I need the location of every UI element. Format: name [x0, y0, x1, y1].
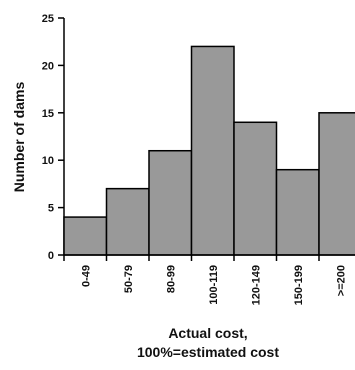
bar: [275, 168, 320, 256]
x-tick-label: 120-149: [250, 265, 262, 305]
bar: [318, 112, 355, 256]
bar: [233, 121, 278, 256]
bar: [105, 187, 150, 256]
y-tick-label: 5: [48, 203, 54, 215]
x-tick-label: 100-119: [208, 265, 220, 305]
bar: [63, 216, 108, 256]
x-tick-label: 50-79: [123, 265, 135, 293]
y-axis: 0 5 10 15 20 25: [42, 13, 65, 262]
y-axis-title: Number of dams: [11, 82, 27, 193]
x-tick-label: 80-99: [165, 265, 177, 293]
y-tick-label: 15: [42, 108, 54, 120]
x-axis: 0-49 50-79 80-99 100-119 120-149 150-199 >=200: [63, 254, 355, 305]
bars: [63, 45, 355, 256]
x-tick-label: >=200: [335, 265, 347, 296]
y-tick-label: 25: [42, 13, 54, 25]
x-axis-title: Actual cost,: [168, 325, 247, 341]
y-tick-label: 20: [42, 60, 54, 72]
bar: [190, 45, 235, 256]
x-axis-title-line2: 100%=estimated cost: [137, 344, 279, 360]
y-tick-label: 0: [48, 250, 54, 262]
bar: [148, 149, 193, 256]
y-tick-label: 10: [42, 155, 54, 167]
x-tick-label: 0-49: [80, 265, 92, 287]
x-tick-label: 150-199: [293, 265, 305, 305]
